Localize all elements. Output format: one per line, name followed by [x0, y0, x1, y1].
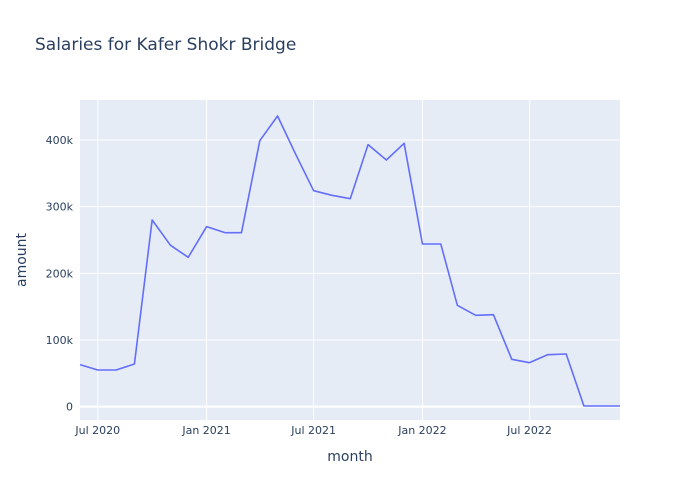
chart-title: Salaries for Kafer Shokr Bridge — [35, 35, 296, 55]
y-gridlines — [80, 139, 620, 408]
y-tick-labels: 0 100k 200k 300k 400k — [46, 134, 74, 414]
y-tick-label: 0 — [66, 401, 73, 414]
y-axis-title: amount — [14, 232, 30, 287]
y-tick-label: 400k — [46, 134, 74, 147]
x-tick-label: Jan 2022 — [397, 424, 446, 437]
x-axis-title: month — [327, 449, 372, 465]
x-tick-label: Jul 2021 — [290, 424, 336, 437]
y-tick-label: 300k — [46, 201, 74, 214]
x-tick-label: Jan 2021 — [181, 424, 230, 437]
x-gridlines — [97, 100, 531, 420]
x-tick-label: Jul 2020 — [74, 424, 120, 437]
series-line — [79, 115, 620, 407]
y-tick-label: 200k — [46, 267, 74, 280]
x-tick-label: Jul 2022 — [506, 424, 552, 437]
y-tick-label: 100k — [46, 334, 74, 347]
series-layer — [79, 115, 620, 407]
plot-background — [80, 100, 620, 420]
x-tick-labels: Jul 2020 Jan 2021 Jul 2021 Jan 2022 Jul 2022 — [74, 424, 552, 437]
